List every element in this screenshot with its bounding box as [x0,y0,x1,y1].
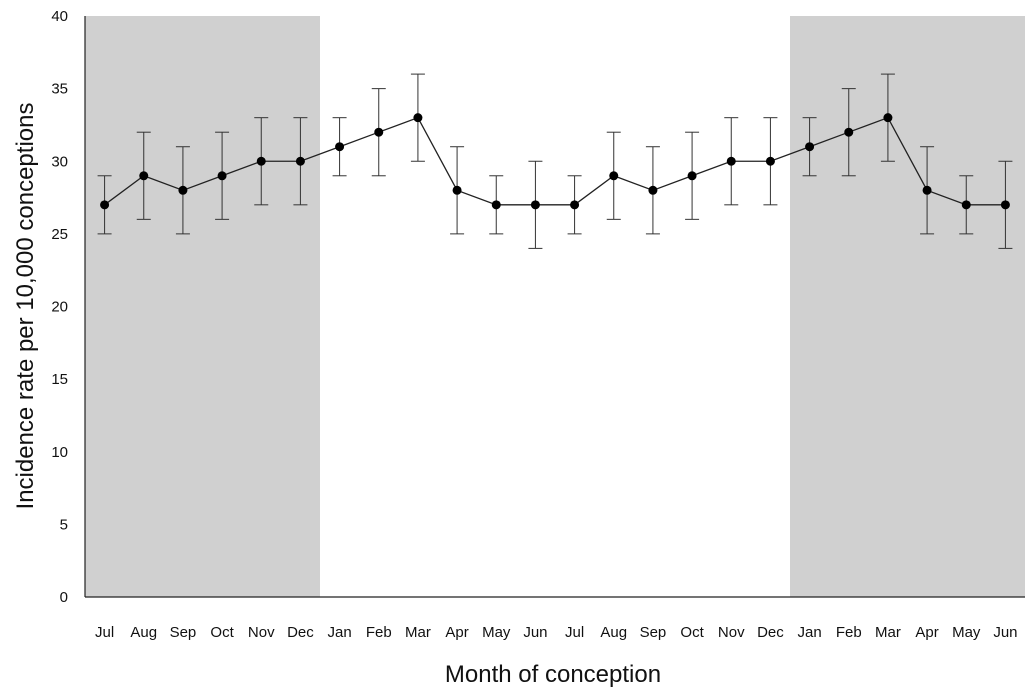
x-tick-label-19: Feb [836,624,862,641]
data-point-14 [648,185,658,195]
y-axis-title: Incidence rate per 10,000 conceptions [12,103,39,510]
series-line [104,116,1006,206]
y-tick-label-10: 10 [51,444,68,461]
data-point-15 [687,171,697,181]
x-tick-label-2: Sep [170,624,197,641]
x-tick-label-3: Oct [210,624,234,641]
data-point-1 [139,171,149,181]
y-tick-label-20: 20 [51,299,68,316]
data-point-21 [922,185,932,195]
x-tick-label-17: Dec [757,624,784,641]
y-tick-label-15: 15 [51,371,68,388]
x-tick-label-10: May [482,624,511,641]
data-point-22 [961,200,971,210]
data-point-12 [570,200,580,210]
x-tick-label-1: Aug [130,624,157,641]
data-point-5 [295,156,305,166]
x-tick-label-11: Jun [523,624,547,641]
data-point-10 [491,200,501,210]
data-point-16 [726,156,736,166]
y-tick-label-25: 25 [51,226,68,243]
data-point-4 [256,156,266,166]
y-tick-label-35: 35 [51,81,68,98]
x-tick-label-9: Apr [445,624,468,641]
x-tick-label-4: Nov [248,624,275,641]
data-point-3 [217,171,227,181]
y-tick-label-30: 30 [51,153,68,170]
data-point-2 [178,185,188,195]
shaded-regions [85,16,1025,597]
x-tick-label-22: May [952,624,981,641]
x-tick-label-7: Feb [366,624,392,641]
y-tick-labels: 0 5 10 15 20 25 30 35 40 [51,8,68,606]
x-tick-label-16: Nov [718,624,745,641]
x-tick-label-18: Jan [797,624,821,641]
shaded-region-1 [790,16,1025,597]
x-tick-label-14: Sep [640,624,667,641]
y-tick-label-0: 0 [60,589,68,606]
data-point-20 [883,113,893,123]
y-tick-label-40: 40 [51,8,68,25]
data-point-8 [413,113,423,123]
x-axis-title: Month of conception [445,661,661,688]
x-tick-label-13: Aug [600,624,627,641]
data-point-11 [530,200,540,210]
x-tick-label-0: Jul [95,624,114,641]
x-tick-labels: Jul Aug Sep Oct Nov Dec Jan Feb Mar Apr May Jun Jul A… [95,624,1018,641]
x-tick-label-6: Jan [327,624,351,641]
data-point-6 [335,142,345,152]
data-point-19 [844,127,854,137]
data-point-17 [765,156,775,166]
data-point-13 [609,171,619,181]
x-tick-label-21: Apr [915,624,938,641]
series [100,113,1010,210]
shaded-region-0 [85,16,320,597]
x-tick-label-5: Dec [287,624,314,641]
y-tick-label-5: 5 [60,516,68,533]
data-point-0 [100,200,110,210]
data-point-23 [1000,200,1010,210]
axes [84,16,1025,598]
x-tick-label-8: Mar [405,624,431,641]
x-tick-label-12: Jul [565,624,584,641]
x-tick-label-20: Mar [875,624,901,641]
data-point-9 [452,185,462,195]
x-tick-label-23: Jun [993,624,1017,641]
x-tick-label-15: Oct [680,624,704,641]
data-point-18 [805,142,815,152]
data-point-7 [374,127,384,137]
